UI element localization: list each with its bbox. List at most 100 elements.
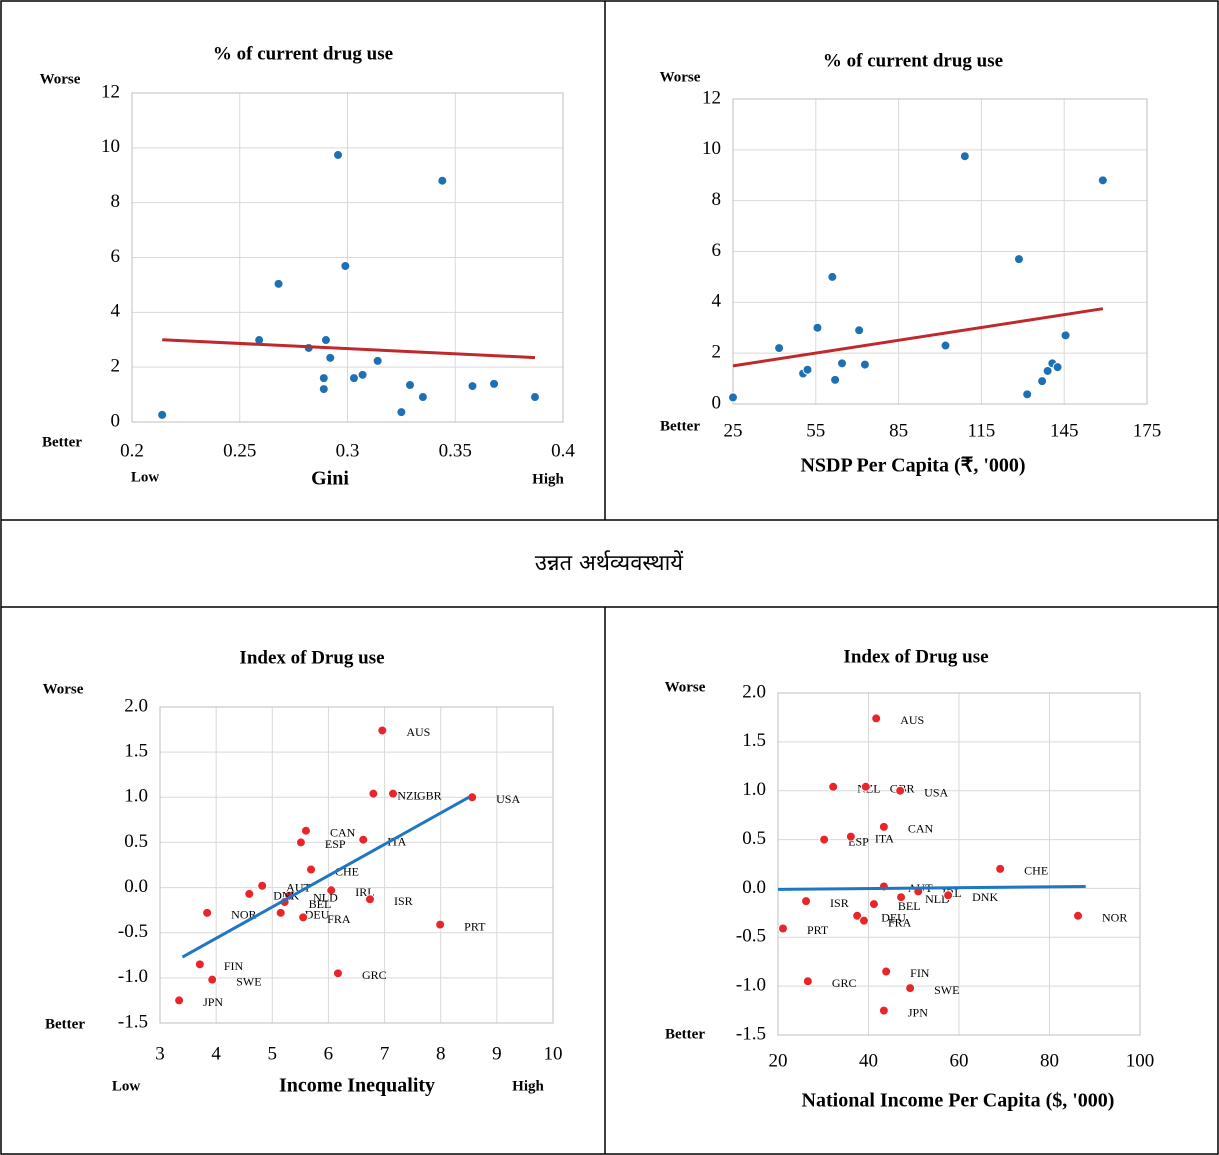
y-tick-label: 6 bbox=[712, 240, 722, 261]
point-label: FIN bbox=[910, 966, 930, 980]
point bbox=[905, 983, 916, 994]
point-label: GRC bbox=[832, 976, 857, 990]
point-label: AUS bbox=[900, 713, 924, 727]
y-tick-label: 2.0 bbox=[124, 695, 148, 716]
x-high-label: High bbox=[512, 1078, 544, 1094]
point bbox=[940, 340, 951, 351]
point bbox=[819, 834, 830, 845]
point-label: BEL bbox=[309, 897, 332, 911]
y-tick-label: 0.5 bbox=[742, 828, 766, 849]
point bbox=[306, 864, 317, 875]
point bbox=[326, 885, 337, 896]
point bbox=[728, 392, 738, 403]
point bbox=[995, 863, 1006, 874]
point-label: BEL bbox=[898, 899, 921, 913]
y-tick-label: -1.5 bbox=[118, 1011, 148, 1032]
point-label: AUT bbox=[286, 881, 311, 895]
point bbox=[358, 834, 369, 845]
point-label: CAN bbox=[908, 822, 934, 836]
y-tick-label: 0 bbox=[111, 410, 121, 431]
point-label: GRC bbox=[362, 968, 387, 982]
point-label: CHE bbox=[1024, 864, 1048, 878]
point-label: FIN bbox=[224, 959, 244, 973]
x-low-label: Low bbox=[112, 1078, 141, 1094]
point bbox=[802, 364, 813, 375]
point bbox=[837, 358, 848, 369]
point-label: SWE bbox=[236, 974, 261, 988]
point bbox=[467, 381, 478, 392]
y-tick-label: 0 bbox=[712, 392, 722, 413]
point bbox=[881, 966, 892, 977]
point bbox=[896, 892, 907, 903]
y-tick-label: 0.0 bbox=[124, 876, 148, 897]
point bbox=[387, 788, 398, 799]
x-tick-label: 10 bbox=[544, 1043, 563, 1064]
point bbox=[1060, 330, 1071, 341]
y-tick-label: 1.5 bbox=[742, 730, 766, 751]
x-low-label: Low bbox=[131, 469, 160, 485]
point bbox=[202, 907, 213, 918]
point bbox=[318, 384, 329, 395]
point bbox=[467, 792, 478, 803]
y-tick-label: 1.5 bbox=[124, 741, 148, 762]
point-label: ITA bbox=[875, 831, 894, 845]
plot-frame bbox=[732, 98, 1148, 405]
y-tick-label: -1.0 bbox=[736, 975, 766, 996]
point bbox=[858, 915, 869, 926]
point bbox=[244, 888, 255, 899]
x-tick-label: 0.2 bbox=[120, 440, 144, 461]
point bbox=[372, 355, 383, 366]
point-label: CAN bbox=[330, 825, 356, 839]
y-tick-label: 8 bbox=[712, 189, 722, 210]
point bbox=[404, 379, 415, 390]
x-tick-label: 145 bbox=[1050, 420, 1079, 441]
y-top-label: Worse bbox=[660, 69, 701, 85]
point-label: NLD bbox=[313, 890, 338, 904]
point-label: ISR bbox=[830, 896, 849, 910]
point-label: AUS bbox=[406, 725, 430, 739]
point-label: PRT bbox=[464, 919, 486, 933]
x-tick-label: 6 bbox=[324, 1043, 334, 1064]
y-tick-label: 6 bbox=[111, 246, 121, 267]
point bbox=[437, 175, 448, 186]
trendline bbox=[162, 338, 536, 360]
point-label: DNK bbox=[972, 890, 998, 904]
point-label: USA bbox=[924, 785, 948, 799]
x-tick-label: 4 bbox=[211, 1043, 221, 1064]
y-tick-label: 4 bbox=[712, 291, 722, 312]
x-tick-label: 0.3 bbox=[336, 440, 360, 461]
point-label: USA bbox=[496, 792, 520, 806]
point bbox=[157, 409, 168, 420]
point-label: DNK bbox=[273, 889, 299, 903]
x-axis-label: NSDP Per Capita (₹, '000) bbox=[800, 455, 1025, 477]
point bbox=[878, 1005, 889, 1016]
y-tick-label: 12 bbox=[101, 81, 120, 102]
point-label: FRA bbox=[888, 915, 912, 929]
point bbox=[1073, 910, 1084, 921]
y-tick-label: -1.0 bbox=[118, 966, 148, 987]
point bbox=[318, 373, 329, 384]
x-high-label: High bbox=[532, 471, 564, 487]
chart-title: % of current drug use bbox=[213, 43, 393, 64]
point bbox=[1042, 365, 1053, 376]
chart-title: Index of Drug use bbox=[843, 646, 988, 667]
point-label: ESP bbox=[325, 837, 346, 851]
point bbox=[325, 352, 336, 363]
x-tick-label: 175 bbox=[1133, 420, 1162, 441]
y-bottom-label: Better bbox=[660, 418, 700, 434]
point bbox=[959, 151, 970, 162]
x-tick-label: 55 bbox=[806, 420, 825, 441]
point bbox=[332, 968, 343, 979]
y-tick-label: -0.5 bbox=[118, 921, 148, 942]
y-tick-label: 4 bbox=[111, 301, 121, 322]
x-tick-label: 0.35 bbox=[439, 440, 472, 461]
plot-frame bbox=[159, 706, 554, 1024]
point bbox=[368, 788, 379, 799]
y-top-label: Worse bbox=[43, 681, 84, 697]
plot-frame bbox=[131, 92, 564, 423]
trendline bbox=[732, 307, 1104, 368]
point-label: SWE bbox=[934, 983, 959, 997]
point bbox=[1022, 389, 1033, 400]
point bbox=[777, 923, 788, 934]
y-tick-label: 2.0 bbox=[742, 681, 766, 702]
